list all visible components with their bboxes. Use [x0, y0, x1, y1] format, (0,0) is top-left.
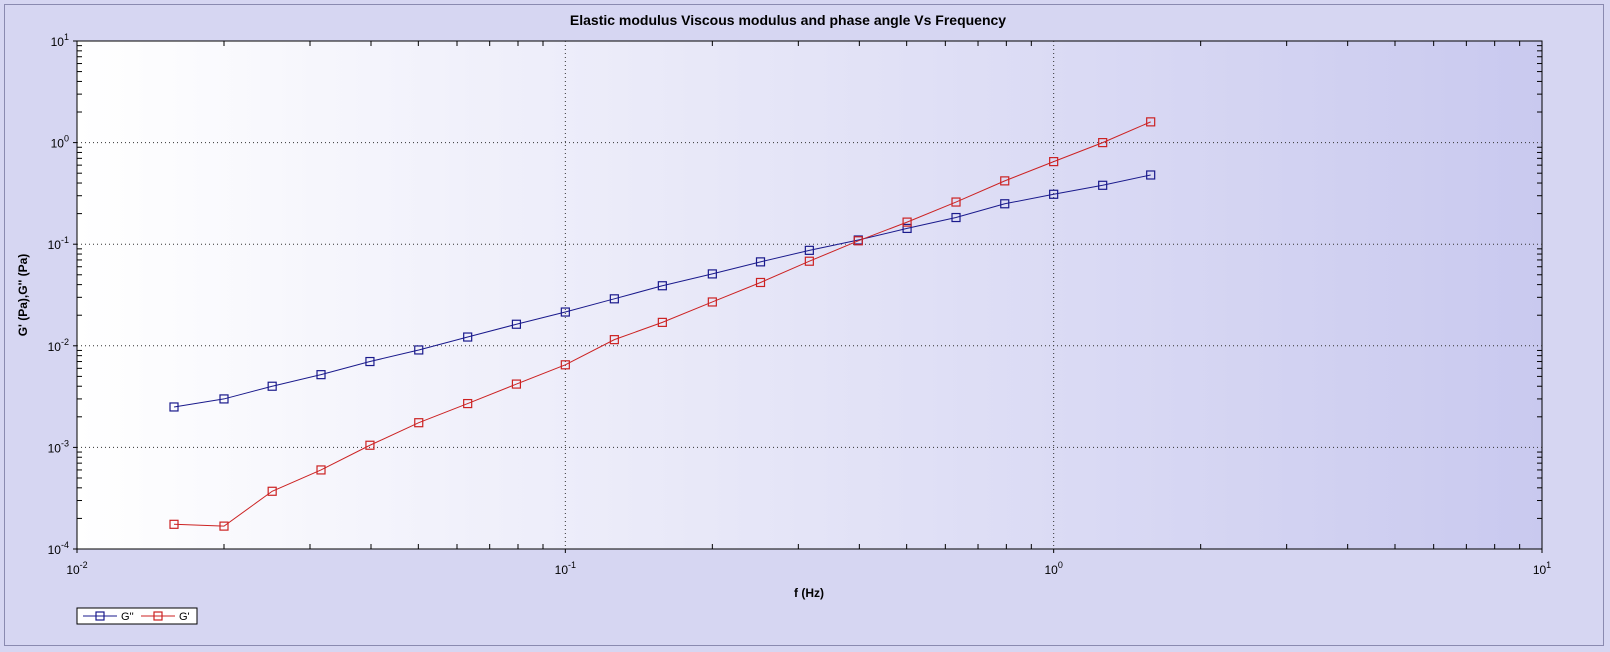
data-point [463, 398, 473, 409]
chart-window: Elastic modulus Viscous modulus and phas… [4, 4, 1604, 646]
chart-title: Elastic modulus Viscous modulus and phas… [570, 12, 1006, 28]
data-point [463, 332, 473, 342]
legend-label: G' [179, 611, 190, 623]
data-point [804, 245, 814, 255]
data-point [755, 257, 766, 267]
data-point [560, 360, 570, 370]
data-point [707, 297, 717, 307]
grid-lines [77, 41, 1542, 549]
y-axis-label: G' (Pa),G'' (Pa) [16, 254, 30, 337]
data-point [365, 440, 375, 450]
data-point [657, 281, 667, 291]
data-point [804, 256, 814, 266]
plot-area [76, 40, 1543, 550]
data-point [1146, 170, 1156, 180]
data-point [853, 236, 863, 246]
data-point [511, 319, 522, 329]
data-point [1146, 117, 1156, 127]
data-point [365, 356, 375, 367]
data-point [219, 394, 229, 404]
legend-box [76, 607, 198, 625]
data-point [316, 465, 326, 475]
data-point [1049, 189, 1059, 199]
data-point [902, 223, 912, 234]
data-point [267, 486, 277, 496]
data-point [414, 418, 424, 428]
data-point [951, 212, 961, 223]
data-point [169, 402, 179, 412]
chart: Elastic modulus Viscous modulus and phas… [16, 12, 1551, 625]
data-point [414, 345, 424, 355]
x-tick-label: 10-1 [555, 560, 576, 577]
data-point [707, 269, 717, 279]
data-point [267, 381, 277, 391]
data-point [755, 277, 766, 288]
data-point [609, 294, 619, 304]
data-point [1049, 157, 1059, 167]
x-tick-labels: 10-2 10-1 100 101 [66, 560, 1551, 577]
data-point [951, 197, 961, 207]
data-point [1000, 176, 1010, 186]
y-tick-label: 100 [51, 134, 69, 151]
y-tick-label: 10-3 [48, 438, 69, 455]
series-layer [169, 117, 1156, 531]
data-point [1098, 138, 1108, 148]
data-point [560, 307, 570, 317]
data-point [511, 379, 522, 389]
x-axis-label: f (Hz) [794, 586, 824, 600]
y-tick-label: 10-4 [48, 540, 69, 557]
minor-ticks [73, 40, 1543, 553]
data-point [902, 217, 912, 227]
data-point [316, 370, 326, 380]
data-point [1098, 180, 1108, 190]
data-point [219, 521, 229, 531]
x-tick-label: 101 [1533, 560, 1551, 577]
series-line [173, 174, 1151, 408]
legend: G'' G' [76, 607, 198, 625]
legend-swatch-marker [153, 611, 163, 621]
data-point [609, 335, 619, 345]
legend-swatch-marker [95, 611, 105, 621]
data-point [1000, 199, 1010, 209]
data-point [169, 519, 179, 529]
y-tick-label: 10-1 [48, 235, 69, 252]
y-tick-label: 10-2 [48, 337, 69, 354]
series-line [173, 121, 1151, 527]
data-point [657, 317, 667, 327]
x-tick-label: 100 [1044, 560, 1062, 577]
y-tick-label: 101 [51, 32, 69, 49]
legend-label: G'' [121, 611, 134, 623]
y-tick-labels: 10-4 10-3 10-2 10-1 100 101 [48, 32, 69, 557]
x-tick-label: 10-2 [66, 560, 87, 577]
